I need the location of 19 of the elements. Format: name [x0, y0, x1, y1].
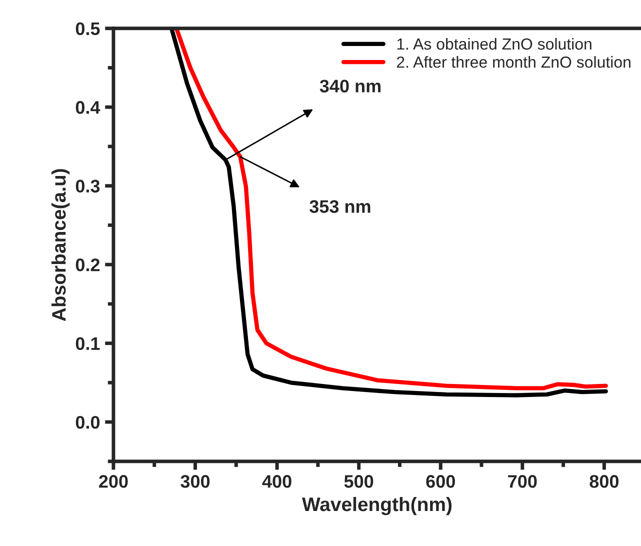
y-tick-label: 0.4 [76, 101, 100, 114]
x-tick-label: 500 [344, 475, 374, 488]
x-axis-title: Wavelength(nm) [302, 496, 452, 516]
x-tick-label: 400 [262, 475, 292, 488]
annotation: 340 nm [320, 80, 381, 93]
y-tick-label: 0.5 [76, 22, 100, 36]
x-tick-label: 700 [508, 475, 537, 488]
x-tick-label: 200 [99, 475, 128, 488]
y-tick-label: 0.3 [76, 180, 100, 193]
y-axis-title: Absorbance(a.u) [51, 169, 70, 322]
y-tick-label: 0.2 [76, 258, 100, 272]
y-tick-label: 0.0 [76, 416, 100, 429]
x-tick-label: 600 [426, 475, 455, 488]
x-tick-label: 300 [180, 475, 210, 488]
legend-label: 1. As obtained ZnO solution [397, 38, 592, 50]
x-tick-label: 800 [590, 475, 619, 488]
y-tick-label: 0.1 [76, 337, 100, 350]
annotation: 353 nm [310, 200, 370, 213]
legend-label: 2. After three month ZnO solution [396, 56, 630, 68]
